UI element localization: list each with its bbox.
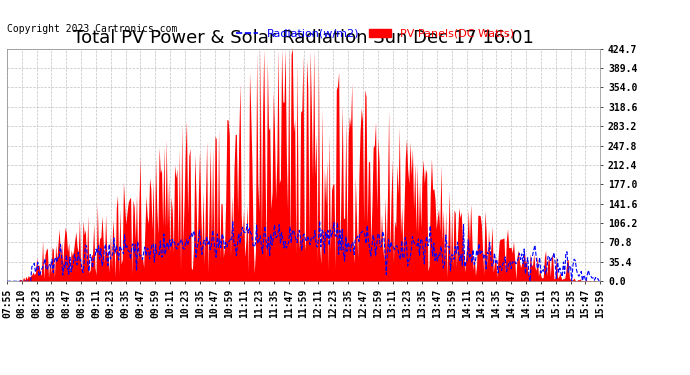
Title: Total PV Power & Solar Radiation Sun Dec 17 16:01: Total PV Power & Solar Radiation Sun Dec… bbox=[73, 29, 534, 47]
Text: Copyright 2023 Cartronics.com: Copyright 2023 Cartronics.com bbox=[7, 24, 177, 34]
Legend: Radiation(w/m2), PV Panels(DC Watts): Radiation(w/m2), PV Panels(DC Watts) bbox=[232, 24, 518, 43]
